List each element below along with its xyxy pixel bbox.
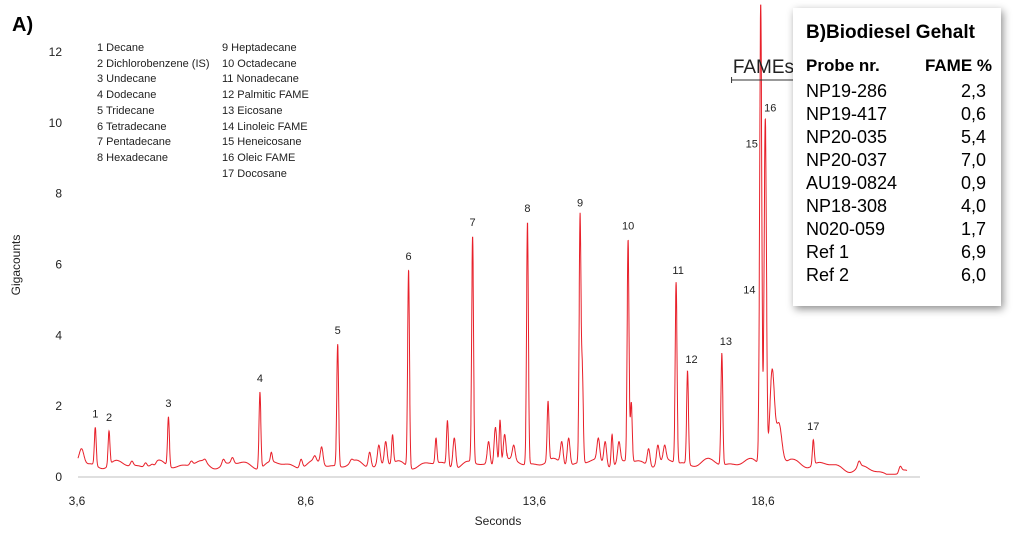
table-row: NP19-417 0,6 (806, 103, 992, 126)
legend-entry: 6 Tetradecane (97, 120, 167, 133)
fame-cell: 0,6 (960, 104, 986, 124)
legend-entry: 9 Heptadecane (222, 42, 297, 54)
legend-entry: 15 Heneicosane (222, 136, 302, 149)
compound-legend-right: 9 Heptadecane 10 Octadecane 11 Nonadecane 1… (222, 41, 309, 182)
x-tick-label: 18,6 (751, 494, 775, 508)
probe-cell: N020-059 (806, 219, 886, 239)
peak-label: 9 (577, 198, 583, 210)
y-tick-label: 8 (55, 187, 62, 201)
probe-cell: NP19-286 (806, 81, 888, 101)
peak-label: 2 (106, 412, 112, 424)
fames-bracket: FAMEs (731, 57, 796, 83)
table-header: Probe nr. FAME % (806, 56, 992, 76)
table-row: NP20-037 7,0 (806, 149, 992, 172)
table-title: B)Biodiesel Gehalt (806, 22, 975, 43)
peak-label: 15 (746, 138, 758, 150)
table-row: NP20-035 5,4 (806, 126, 992, 149)
probe-cell: Ref 2 (806, 265, 850, 285)
probe-cell: NP20-035 (806, 127, 888, 147)
fame-cell: 0,9 (960, 173, 986, 193)
legend-entry: 13 Eicosane (222, 104, 283, 117)
legend-entry: 5 Tridecane (97, 104, 155, 117)
probe-cell: NP20-037 (806, 150, 888, 170)
peak-label: 14 (743, 284, 755, 296)
legend-entry: 2 Dichlorobenzene (IS) (97, 57, 210, 70)
legend-entry: 1 Decane (97, 42, 145, 54)
header-probe: Probe nr. (806, 56, 880, 75)
y-tick-label: 12 (49, 45, 63, 59)
peak-label: 4 (257, 373, 263, 385)
y-axis-ticks: 0 2 4 6 8 10 12 (49, 45, 63, 484)
probe-cell: Ref 1 (806, 242, 850, 262)
header-fame: FAME % (924, 56, 992, 75)
probe-cell: NP19-417 (806, 104, 888, 124)
legend-entry: 11 Nonadecane (222, 73, 299, 86)
panel-a-label: A) (12, 14, 34, 36)
probe-cell: AU19-0824 (806, 173, 898, 193)
y-tick-label: 2 (55, 399, 62, 413)
legend-entry: 8 Hexadecane (97, 151, 168, 164)
peak-label: 13 (720, 336, 732, 348)
peak-label: 17 (807, 421, 819, 433)
legend-entry: 7 Pentadecane (97, 136, 172, 149)
table-row: Ref 1 6,9 (806, 241, 992, 264)
fame-cell: 7,0 (960, 150, 986, 170)
peak-label: 11 (672, 265, 683, 277)
peak-label: 10 (622, 221, 634, 233)
legend-entry: 16 Oleic FAME (222, 151, 296, 164)
biodiesel-table: B)Biodiesel Gehalt Probe nr. FAME % NP19… (793, 8, 1001, 306)
fame-cell: 6,9 (960, 242, 986, 262)
fames-label: FAMEs (733, 57, 794, 78)
legend-entry: 10 Octadecane (222, 57, 297, 70)
compound-legend-left: 1 Decane 2 Dichlorobenzene (IS) 3 Undecane… (97, 41, 210, 167)
y-axis-title: Gigacounts (9, 235, 23, 296)
legend-entry: 12 Palmitic FAME (222, 89, 309, 102)
y-tick-label: 0 (55, 470, 62, 484)
peak-label: 8 (524, 203, 530, 215)
fame-cell: 5,4 (960, 127, 986, 147)
fame-cell: 2,3 (960, 81, 986, 101)
legend-entry: 4 Dodecane (97, 89, 157, 102)
peak-label: 1 (92, 408, 98, 420)
x-tick-label: 3,6 (69, 494, 86, 508)
table-body: NP19-286 2,3 NP19-417 0,6 NP20-035 5,4 NP20-03… (806, 80, 992, 287)
x-axis-ticks: 3,6 8,6 13,6 18,6 (69, 494, 775, 508)
legend-entry: 14 Linoleic FAME (222, 120, 308, 133)
y-tick-label: 10 (49, 116, 63, 130)
table-row: NP19-286 2,3 (806, 80, 992, 103)
chromatogram-trace (77, 4, 908, 475)
x-tick-label: 8,6 (297, 494, 314, 508)
fame-cell: 4,0 (960, 196, 986, 216)
y-tick-label: 4 (55, 328, 62, 342)
peak-label: 6 (406, 251, 412, 263)
peak-label: 16 (764, 102, 776, 114)
peak-label: 5 (335, 325, 341, 337)
x-axis-title: Seconds (475, 514, 522, 528)
legend-entry: 17 Docosane (222, 167, 287, 180)
y-tick-label: 6 (55, 258, 62, 272)
x-tick-label: 13,6 (523, 494, 547, 508)
probe-cell: NP18-308 (806, 196, 888, 216)
peak-label: 7 (470, 217, 476, 229)
peak-label: 12 (685, 354, 697, 366)
table-row: Ref 2 6,0 (806, 264, 992, 287)
table-row: AU19-0824 0,9 (806, 172, 992, 195)
fame-cell: 6,0 (960, 265, 986, 285)
table-row: N020-059 1,7 (806, 218, 992, 241)
peak-label: 3 (165, 398, 171, 410)
table-row: NP18-308 4,0 (806, 195, 992, 218)
fame-cell: 1,7 (960, 219, 986, 239)
legend-entry: 3 Undecane (97, 73, 157, 86)
